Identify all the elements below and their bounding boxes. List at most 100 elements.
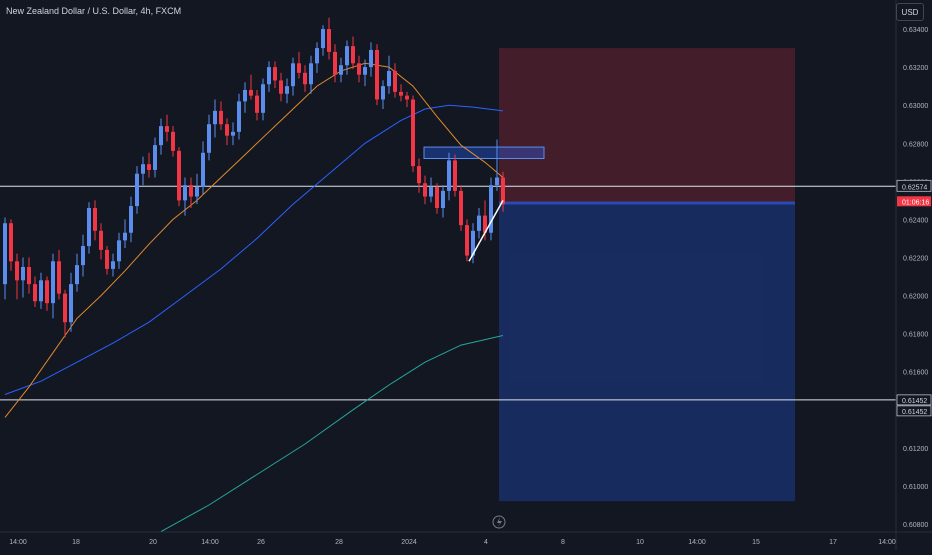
- x-tick-label: 10: [636, 539, 644, 546]
- currency-button[interactable]: USD: [896, 3, 924, 21]
- candle-body: [51, 261, 55, 304]
- candle-body: [369, 49, 373, 68]
- y-tick-label: 0.62800: [903, 141, 928, 148]
- candle-body: [111, 261, 115, 269]
- candle-body: [33, 284, 37, 302]
- candle-body: [27, 267, 31, 285]
- y-tick-label: 0.60800: [903, 522, 928, 529]
- candle-body: [387, 70, 391, 87]
- x-tick-label: 28: [335, 539, 343, 546]
- candle-body: [381, 86, 385, 100]
- candle-body: [465, 225, 469, 256]
- stop-loss-zone[interactable]: [499, 48, 795, 204]
- candle-body: [231, 131, 235, 136]
- countdown-label: 01:06:16: [902, 199, 929, 206]
- candle-body: [63, 293, 67, 323]
- candle-body: [177, 150, 181, 201]
- y-tick-label: 0.63000: [903, 103, 928, 110]
- y-tick-label: 0.61000: [903, 484, 928, 491]
- support-price-tag: [896, 394, 932, 406]
- candle-body: [213, 110, 217, 125]
- candle-body: [135, 173, 139, 207]
- support-price-tag: [896, 405, 932, 417]
- candle-body: [237, 101, 241, 132]
- x-tick-label: 26: [257, 539, 265, 546]
- price-line-label: 0.62574: [902, 184, 927, 191]
- lightning-icon-glyph: [497, 517, 502, 527]
- take-profit-zone[interactable]: [499, 203, 795, 502]
- candle-body: [141, 164, 145, 174]
- resistance-box[interactable]: [423, 146, 545, 159]
- candle-body: [321, 29, 325, 49]
- candle-body: [153, 145, 157, 170]
- candle-body: [243, 89, 247, 102]
- x-tick-label: 8: [561, 539, 565, 546]
- x-tick-label: 4: [484, 539, 488, 546]
- x-tick-label: 17: [829, 539, 837, 546]
- candle-body: [363, 67, 367, 75]
- candle-body: [261, 84, 265, 113]
- countdown-tag: [897, 196, 931, 207]
- candle-body: [159, 126, 163, 146]
- candle-body: [417, 166, 421, 184]
- candle-body: [189, 185, 193, 197]
- lightning-icon[interactable]: [492, 515, 506, 529]
- candle-body: [3, 223, 7, 285]
- candle-body: [405, 95, 409, 100]
- support-price-label: 0.61452: [902, 409, 927, 416]
- symbol-title: New Zealand Dollar / U.S. Dollar, 4h, FX…: [6, 6, 182, 16]
- y-tick-label: 0.62200: [903, 255, 928, 262]
- x-tick-label: 14:00: [9, 539, 27, 546]
- x-tick-label: 14:00: [688, 539, 706, 546]
- candle-body: [471, 230, 475, 256]
- candle-body: [435, 187, 439, 208]
- candle-body: [357, 63, 361, 75]
- candle-body: [255, 95, 259, 113]
- candle-body: [99, 230, 103, 250]
- candle-body: [315, 48, 319, 64]
- y-tick-label: 0.62000: [903, 294, 928, 301]
- candle-body: [447, 160, 451, 191]
- moving-average-fast: [4, 62, 504, 418]
- candle-body: [219, 110, 223, 125]
- candle-body: [375, 49, 379, 100]
- candle-body: [279, 80, 283, 94]
- candle-body: [249, 89, 253, 96]
- x-tick-label: 18: [72, 539, 80, 546]
- candle-body: [21, 267, 25, 281]
- candle-body: [483, 215, 487, 233]
- candle-body: [69, 284, 73, 323]
- moving-average-mid: [4, 104, 504, 395]
- candle-body: [393, 70, 397, 92]
- candle-body: [165, 126, 169, 132]
- candle-body: [495, 177, 499, 186]
- y-tick-label: 0.61600: [903, 370, 928, 377]
- candle-body: [309, 63, 313, 85]
- candle-body: [267, 67, 271, 85]
- y-tick-label: 0.63400: [903, 27, 928, 34]
- candle-body: [441, 190, 445, 208]
- candle-body: [303, 72, 307, 85]
- x-tick-label: 14:00: [201, 539, 219, 546]
- candle-body: [333, 51, 337, 75]
- candle-body: [171, 131, 175, 151]
- candle-body: [273, 67, 277, 81]
- x-tick-label: 20: [149, 539, 157, 546]
- candle-body: [105, 249, 109, 269]
- y-tick-label: 0.61800: [903, 332, 928, 339]
- candle-body: [285, 86, 289, 94]
- candle-body: [93, 207, 97, 231]
- candle-body: [297, 63, 301, 73]
- candle-body: [225, 124, 229, 136]
- candle-body: [39, 280, 43, 302]
- trendline[interactable]: [468, 200, 504, 262]
- x-tick-label: 14:00: [878, 539, 896, 546]
- price-line-tag: [896, 179, 932, 192]
- candle-body: [117, 240, 121, 262]
- y-tick-label: 0.63200: [903, 65, 928, 72]
- moving-average-slow: [160, 335, 504, 533]
- candle-body: [459, 190, 463, 226]
